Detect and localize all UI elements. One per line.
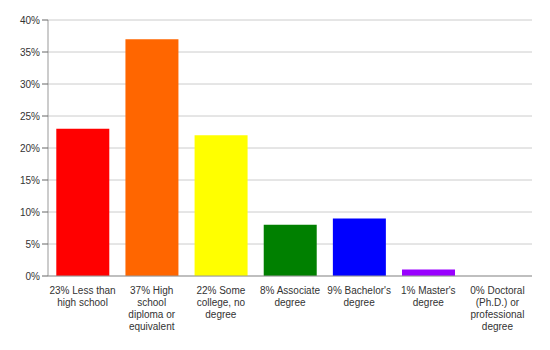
svg-text:23% Less thanhigh school: 23% Less thanhigh school <box>49 285 115 308</box>
svg-text:9% Bachelor'sdegree: 9% Bachelor'sdegree <box>327 285 391 308</box>
svg-text:35%: 35% <box>20 47 40 58</box>
svg-text:8% Associatedegree: 8% Associatedegree <box>260 285 320 308</box>
svg-text:0% Doctoral(Ph.D.) orprofessio: 0% Doctoral(Ph.D.) orprofessionaldegree <box>470 285 524 332</box>
svg-text:0%: 0% <box>26 271 41 282</box>
svg-text:10%: 10% <box>20 207 40 218</box>
svg-text:20%: 20% <box>20 143 40 154</box>
svg-text:15%: 15% <box>20 175 40 186</box>
svg-text:1% Master'sdegree: 1% Master'sdegree <box>401 285 456 308</box>
svg-text:30%: 30% <box>20 79 40 90</box>
svg-text:40%: 40% <box>20 15 40 26</box>
svg-text:22% Somecollege, nodegree: 22% Somecollege, nodegree <box>196 285 245 320</box>
svg-text:37% Highschooldiploma orequiva: 37% Highschooldiploma orequivalent <box>128 285 175 332</box>
svg-text:25%: 25% <box>20 111 40 122</box>
svg-text:5%: 5% <box>26 239 41 250</box>
